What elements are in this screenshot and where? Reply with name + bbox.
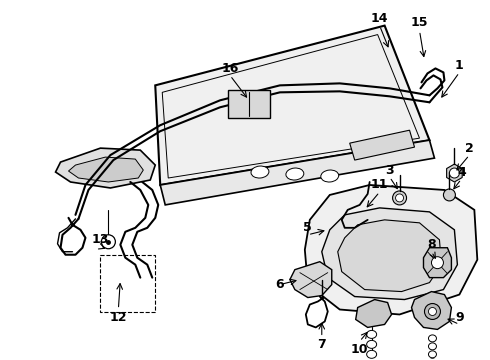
Polygon shape xyxy=(350,130,415,160)
Text: 5: 5 xyxy=(303,221,312,234)
Circle shape xyxy=(443,189,455,201)
Circle shape xyxy=(392,191,407,205)
Text: 6: 6 xyxy=(275,278,284,291)
Text: 13: 13 xyxy=(92,233,109,246)
Text: 2: 2 xyxy=(465,141,474,155)
Circle shape xyxy=(424,303,441,319)
Text: 11: 11 xyxy=(371,179,389,192)
Ellipse shape xyxy=(251,166,269,178)
Ellipse shape xyxy=(367,350,377,358)
Polygon shape xyxy=(412,292,451,329)
Text: 10: 10 xyxy=(351,343,368,356)
Text: 15: 15 xyxy=(411,16,428,29)
Ellipse shape xyxy=(286,168,304,180)
Text: 14: 14 xyxy=(371,12,389,25)
Circle shape xyxy=(101,235,115,249)
Ellipse shape xyxy=(367,340,377,348)
Polygon shape xyxy=(290,262,332,298)
Text: 9: 9 xyxy=(455,311,464,324)
Polygon shape xyxy=(155,26,429,185)
Polygon shape xyxy=(69,157,143,182)
FancyBboxPatch shape xyxy=(228,90,270,118)
Text: 8: 8 xyxy=(427,238,436,251)
Polygon shape xyxy=(423,248,451,278)
Text: 1: 1 xyxy=(455,59,464,72)
Ellipse shape xyxy=(367,330,377,338)
Ellipse shape xyxy=(428,359,437,360)
Polygon shape xyxy=(305,185,477,315)
Text: 12: 12 xyxy=(110,311,127,324)
Ellipse shape xyxy=(428,351,437,358)
Text: 7: 7 xyxy=(318,338,326,351)
Polygon shape xyxy=(322,208,457,300)
Bar xyxy=(100,255,155,312)
Text: 16: 16 xyxy=(221,62,239,75)
Ellipse shape xyxy=(321,170,339,182)
Circle shape xyxy=(432,257,443,269)
Circle shape xyxy=(449,168,460,178)
Polygon shape xyxy=(338,220,441,292)
Polygon shape xyxy=(160,140,435,205)
Ellipse shape xyxy=(428,343,437,350)
Text: 4: 4 xyxy=(457,166,466,179)
Text: 3: 3 xyxy=(385,163,394,176)
Circle shape xyxy=(428,307,437,315)
Polygon shape xyxy=(356,300,392,328)
Ellipse shape xyxy=(428,335,437,342)
Circle shape xyxy=(395,194,404,202)
Polygon shape xyxy=(55,148,155,188)
